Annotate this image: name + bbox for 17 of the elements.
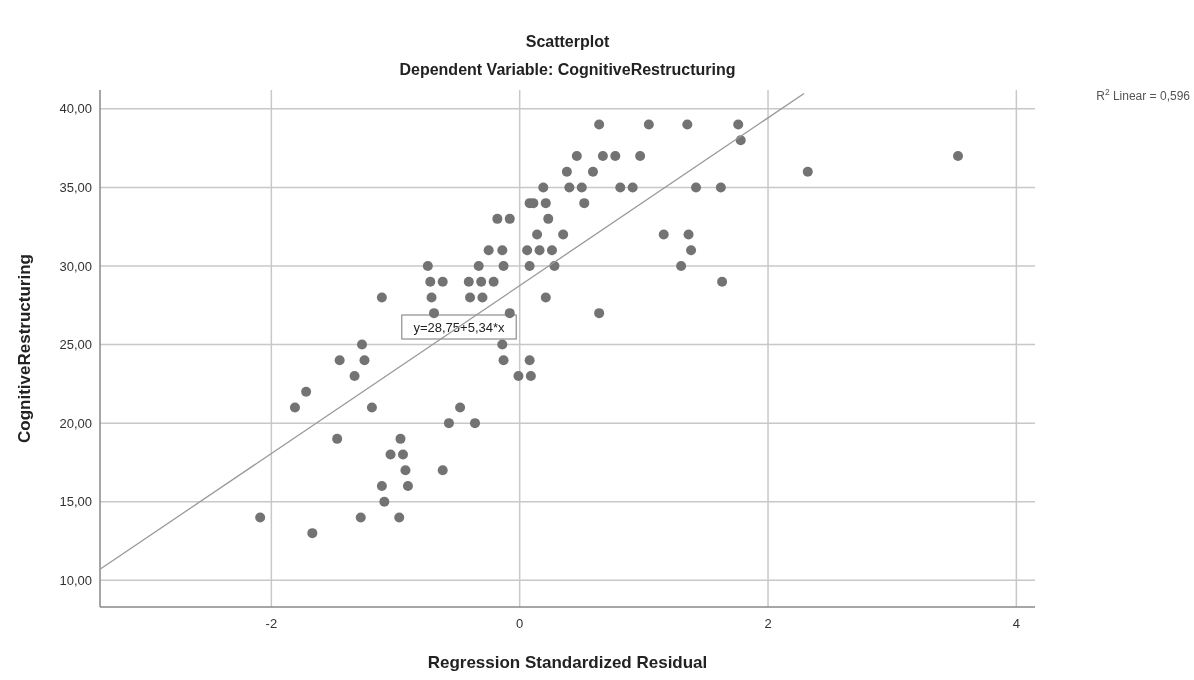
y-tick-label: 25,00 (59, 337, 92, 353)
y-tick-label: 35,00 (59, 179, 92, 195)
annotation: y=28,75+5,34*x (413, 320, 506, 335)
y-tick-label: 10,00 (59, 572, 92, 588)
y-tick-label: 20,00 (59, 415, 92, 431)
x-axis-title: Regression Standardized Residual (427, 653, 708, 672)
x-tick-label: 2 (764, 616, 772, 631)
x-tick-label: 0 (516, 616, 524, 631)
y-tick-label: 15,00 (59, 494, 92, 510)
x-tick-label: -2 (265, 616, 278, 631)
chart-title: Scatterplot (525, 33, 610, 50)
chart-subtitle: Dependent Variable: CognitiveRestructuring (399, 61, 736, 78)
y-tick-label: 30,00 (59, 258, 92, 274)
x-tick-label: 4 (1012, 616, 1020, 631)
y-axis-title: CognitiveRestructuring (15, 254, 34, 443)
text: R$^{2}$ Linear = 0,596 (1096, 87, 1191, 103)
y-tick-label: 40,00 (59, 101, 92, 117)
